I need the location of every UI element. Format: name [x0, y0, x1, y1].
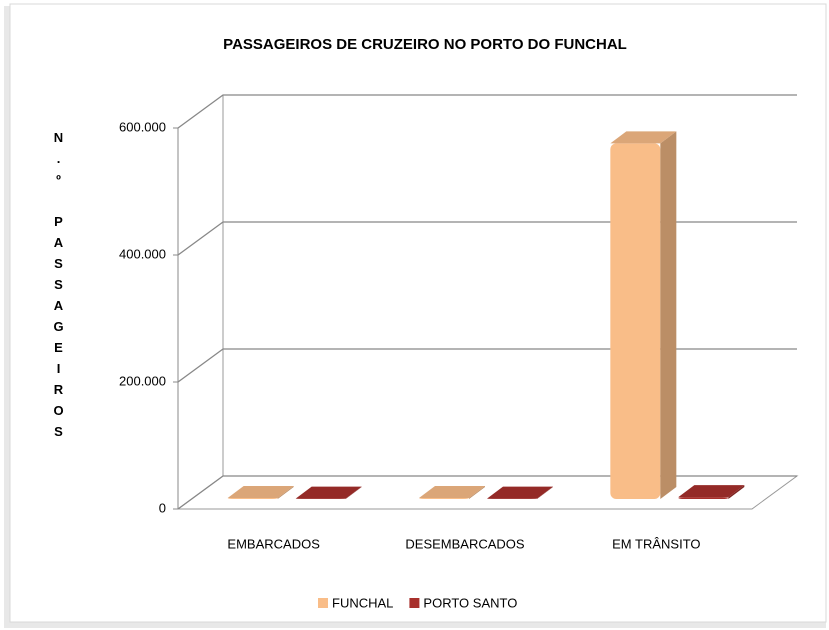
grid-line [177, 475, 797, 510]
grid-line [177, 221, 797, 256]
bar [419, 486, 485, 499]
bar [487, 486, 553, 499]
bar [678, 485, 745, 499]
bar-side [537, 486, 553, 499]
bar-side [660, 131, 677, 499]
bar-top [487, 486, 553, 499]
bar-top [295, 486, 362, 499]
bar-top [227, 486, 294, 499]
bar-front [419, 498, 469, 499]
x-tick-label: EMBARCADOS [227, 536, 320, 551]
bar-side [469, 486, 485, 499]
bar-side [345, 486, 362, 499]
y-tick-label: 400.000 [119, 246, 166, 261]
bar-top [610, 131, 677, 144]
y-tick-label: 600.000 [119, 119, 166, 134]
legend-label: FUNCHAL [332, 595, 393, 610]
legend-swatch [318, 598, 328, 608]
legend-label: PORTO SANTO [423, 595, 517, 610]
y-tick-label: 0 [159, 500, 166, 515]
x-tick-label: DESEMBARCADOS [405, 536, 525, 551]
bar-top [419, 486, 485, 499]
bar-front [678, 497, 729, 499]
bar-side [277, 486, 294, 499]
chart-title: PASSAGEIROS DE CRUZEIRO NO PORTO DO FUNC… [223, 36, 627, 53]
bar-front [610, 143, 661, 499]
bar [295, 486, 362, 499]
bar-front [227, 498, 278, 499]
y-axis-label: N.º PASSAGEIROS [51, 130, 66, 445]
bar [610, 131, 677, 499]
frame [9, 3, 827, 623]
legend-swatch [409, 598, 420, 608]
bar [227, 486, 294, 499]
bar-side [728, 485, 745, 499]
y-tick-label: 200.000 [119, 373, 166, 388]
x-tick-label: EM TRÂNSITO [612, 536, 700, 551]
bar-top [678, 485, 745, 498]
grid-line [177, 94, 797, 129]
grid-line [177, 348, 797, 383]
